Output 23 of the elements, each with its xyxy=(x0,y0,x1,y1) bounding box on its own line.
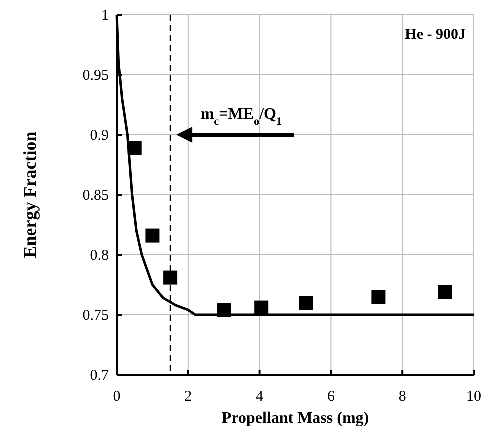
point xyxy=(146,228,160,243)
point xyxy=(299,296,314,310)
y-tick-label: 1 xyxy=(102,8,109,24)
y-tick-label: 0.95 xyxy=(82,68,109,84)
x-axis-title: Propellant Mass (mg) xyxy=(222,410,370,427)
x-tick-label: 4 xyxy=(256,389,264,405)
annotation: He - 900J xyxy=(405,27,466,43)
x-tick-label: 10 xyxy=(466,389,482,405)
point xyxy=(254,300,269,315)
point xyxy=(372,290,386,304)
y-tick-label: 0.75 xyxy=(82,308,109,324)
x-tick-label: 0 xyxy=(113,389,121,405)
point xyxy=(438,285,452,300)
annotation: m$_{c}$=ME$_{o}$/Q$_{1}$ xyxy=(200,106,282,128)
x-tick-label: 6 xyxy=(327,389,336,405)
y-axis-title: Energy Fraction xyxy=(20,132,40,258)
y-tick-label: 0.85 xyxy=(82,188,109,204)
point xyxy=(164,270,178,285)
x-tick-label: 2 xyxy=(184,389,192,405)
x-tick-label: 8 xyxy=(398,389,406,405)
y-tick-label: 0.8 xyxy=(90,248,109,264)
y-tick-label: 0.7 xyxy=(90,368,110,384)
y-tick-label: 0.9 xyxy=(90,128,109,144)
